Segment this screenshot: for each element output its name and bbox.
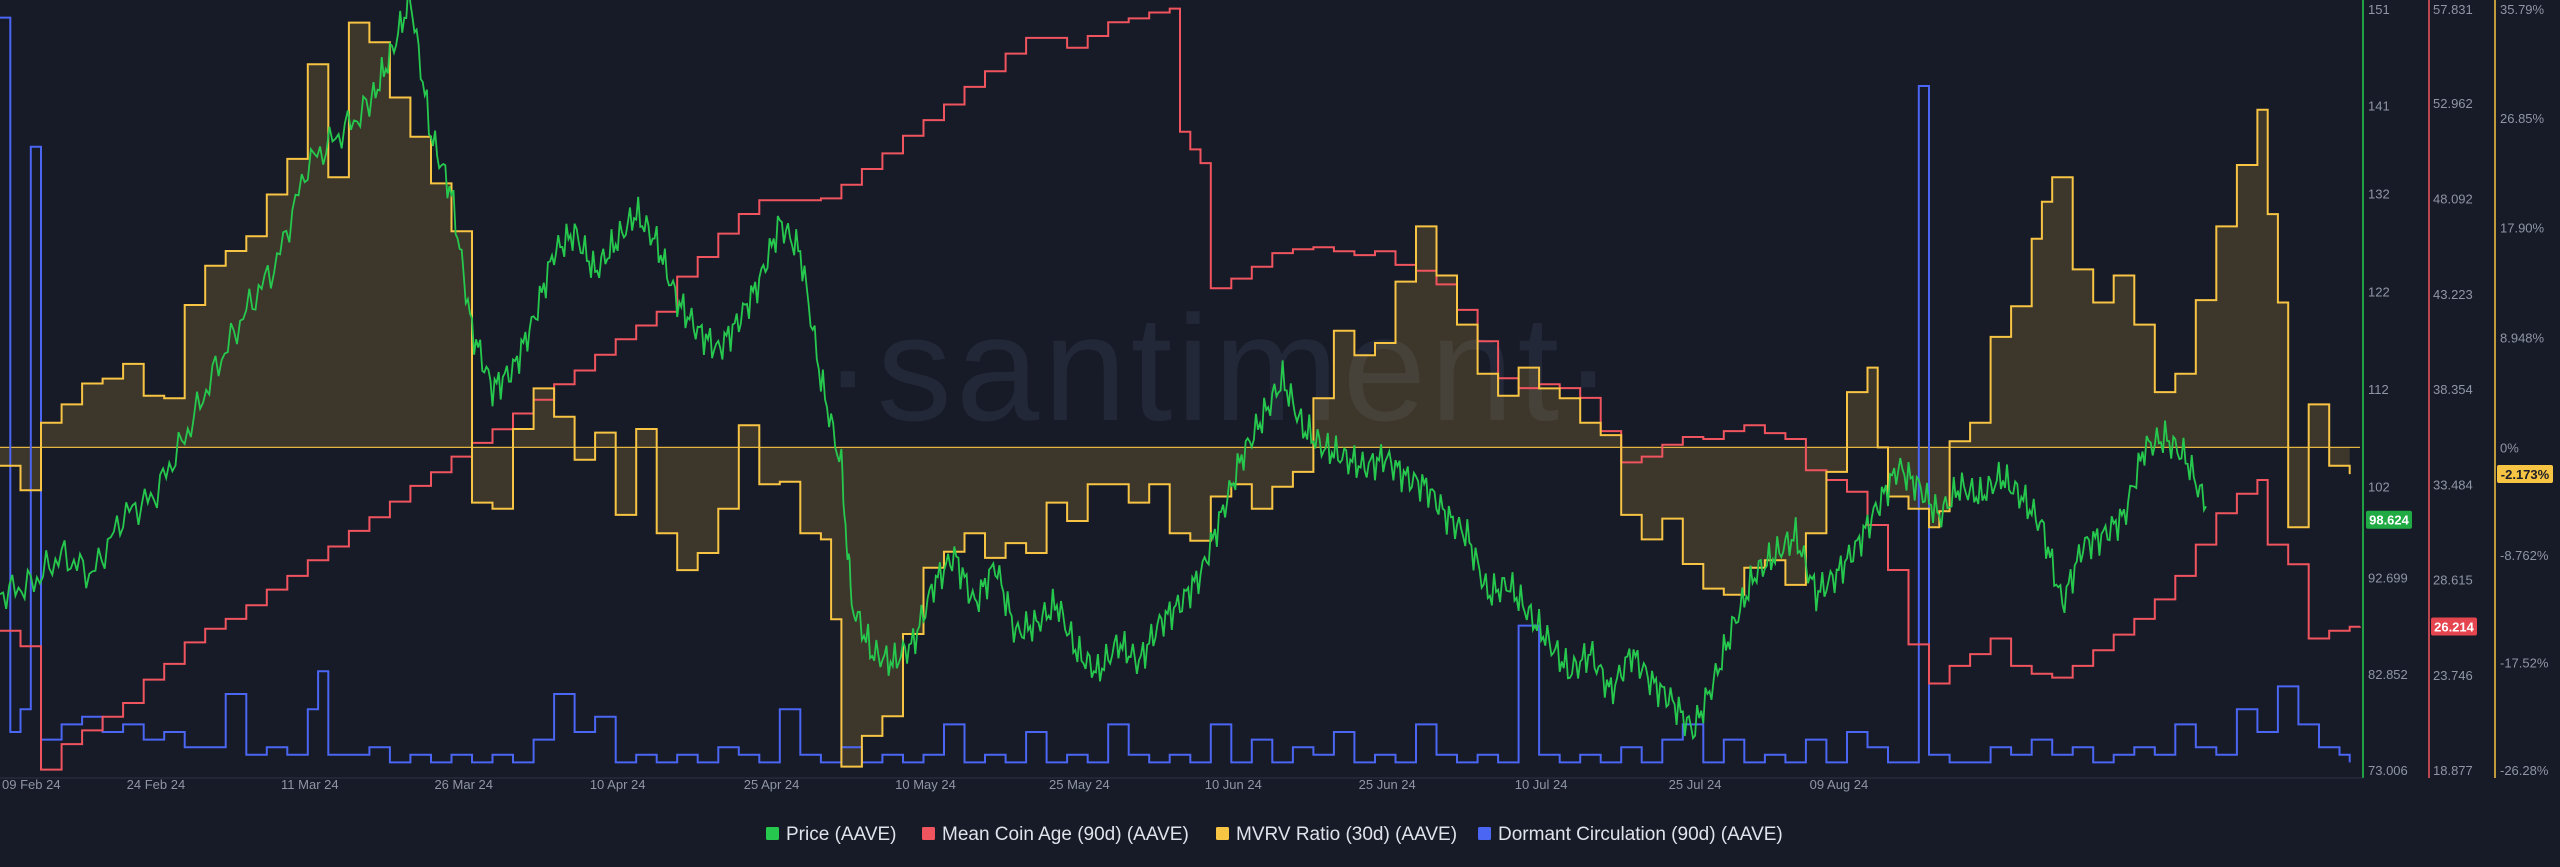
x-tick-label: 10 May 24 xyxy=(895,777,956,792)
current-value-tag-price xyxy=(2366,510,2412,529)
y-tick-label-mean_coin_age: 57.831 xyxy=(2433,2,2473,17)
y-tick-label-mean_coin_age: 43.223 xyxy=(2433,287,2473,302)
current-value-mean_coin_age: 26.214 xyxy=(2434,619,2475,634)
y-tick-label-mean_coin_age: 33.484 xyxy=(2433,477,2473,492)
y-tick-label-mvrv: -17.52% xyxy=(2500,655,2549,670)
y-tick-label-mvrv: 26.85% xyxy=(2500,111,2545,126)
x-tick-label: 11 Mar 24 xyxy=(281,777,339,792)
y-tick-label-mean_coin_age: 48.092 xyxy=(2433,192,2473,207)
axes: 151 141 132 122 112 102 92.699 82.852 73.006 57.8… xyxy=(0,0,2553,792)
x-tick-label: 24 Feb 24 xyxy=(127,777,186,792)
legend-label-mvrv: MVRV Ratio (30d) (AAVE) xyxy=(1236,824,1457,845)
y-tick-label-mvrv: 8.948% xyxy=(2500,331,2545,346)
legend-swatch-mean_coin_age xyxy=(922,827,935,840)
series-line-mvrv xyxy=(0,21,2351,768)
y-tick-label-price: 122 xyxy=(2368,284,2390,299)
x-tick-label: 10 Apr 24 xyxy=(590,777,646,792)
x-tick-label: 25 Jul 24 xyxy=(1669,777,1722,792)
current-value-price: 98.624 xyxy=(2369,513,2410,528)
y-tick-label-mean_coin_age: 18.877 xyxy=(2433,763,2473,778)
x-tick-label: 25 Jun 24 xyxy=(1359,777,1416,792)
y-tick-label-mvrv: 0% xyxy=(2500,440,2519,455)
y-tick-label-price: 73.006 xyxy=(2368,763,2408,778)
legend-label-dormant: Dormant Circulation (90d) (AAVE) xyxy=(1498,824,1783,845)
y-tick-label-mean_coin_age: 28.615 xyxy=(2433,573,2473,588)
y-tick-label-mvrv: 35.79% xyxy=(2500,2,2545,17)
mvrv-area xyxy=(0,22,2350,767)
y-tick-label-price: 82.852 xyxy=(2368,667,2408,682)
y-tick-label-mvrv: -26.28% xyxy=(2500,763,2549,778)
current-value-tag-mean_coin_age xyxy=(2431,617,2477,636)
legend-swatch-mvrv xyxy=(1216,827,1229,840)
x-tick-label: 25 May 24 xyxy=(1049,777,1110,792)
x-tick-label: 26 Mar 24 xyxy=(434,777,493,792)
x-tick-label: 25 Apr 24 xyxy=(744,777,800,792)
series-line-dormant xyxy=(0,16,2351,764)
y-tick-label-price: 92.699 xyxy=(2368,571,2408,586)
legend-swatch-price xyxy=(766,827,779,840)
legend-swatch-dormant xyxy=(1478,827,1491,840)
watermark: ·santiment· xyxy=(823,284,1617,452)
y-tick-label-price: 132 xyxy=(2368,187,2390,202)
y-tick-label-price: 102 xyxy=(2368,480,2390,495)
y-tick-label-mean_coin_age: 52.962 xyxy=(2433,96,2473,111)
legend: Price (AAVE) Mean Coin Age (90d) (AAVE) MV… xyxy=(766,824,1783,845)
y-tick-label-price: 141 xyxy=(2368,99,2390,114)
series-line-price xyxy=(0,0,2207,741)
y-tick-label-mvrv: 17.90% xyxy=(2500,221,2545,236)
x-tick-label: 10 Jul 24 xyxy=(1515,777,1568,792)
y-tick-label-price: 112 xyxy=(2368,382,2389,397)
y-tick-label-mean_coin_age: 38.354 xyxy=(2433,382,2473,397)
legend-label-mean_coin_age: Mean Coin Age (90d) (AAVE) xyxy=(942,824,1189,845)
y-tick-label-mvrv: -8.762% xyxy=(2500,548,2549,563)
current-value-tag-mvrv xyxy=(2497,465,2553,484)
x-tick-label: 09 Feb 24 xyxy=(2,777,61,792)
current-value-mvrv: -2.173% xyxy=(2501,467,2550,482)
y-tick-label-mean_coin_age: 23.746 xyxy=(2433,668,2473,683)
x-tick-label: 09 Aug 24 xyxy=(1810,777,1869,792)
series-line-mean-coin-age xyxy=(0,7,2361,771)
plot-area xyxy=(0,0,2361,771)
y-tick-label-price: 151 xyxy=(2368,2,2390,17)
x-tick-label: 10 Jun 24 xyxy=(1205,777,1262,792)
legend-label-price: Price (AAVE) xyxy=(786,824,897,845)
